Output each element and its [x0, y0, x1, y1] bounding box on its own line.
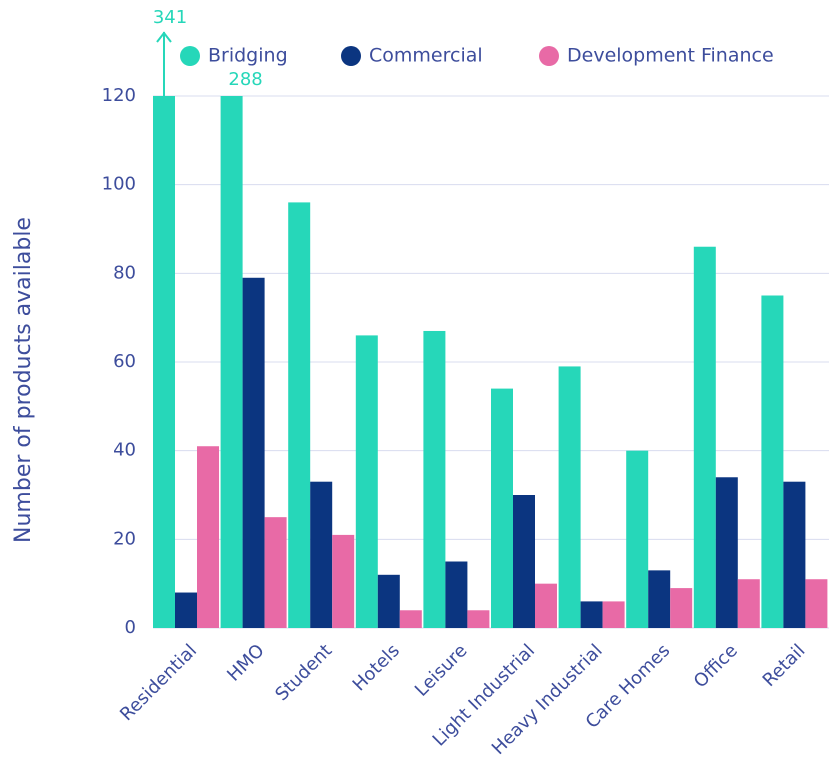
bar: [288, 202, 311, 628]
y-tick-label: 40: [113, 440, 136, 461]
bar: [197, 446, 219, 628]
bar: [715, 477, 738, 628]
bar: [535, 583, 557, 628]
bar: [761, 295, 784, 628]
legend-swatch: [341, 46, 361, 66]
overflow-label: 288: [228, 69, 262, 90]
overflow-arrowhead: [156, 31, 172, 43]
y-tick-label: 120: [102, 85, 136, 106]
x-tick-label: Hotels: [349, 640, 404, 695]
x-tick-label: Student: [271, 640, 336, 705]
x-tick-label: Office: [690, 640, 742, 692]
y-tick-label: 60: [113, 351, 136, 372]
overflow-label: 341: [153, 7, 187, 28]
y-tick-label: 80: [113, 262, 136, 283]
bar: [648, 570, 671, 628]
bar: [153, 96, 175, 628]
bar: [783, 481, 806, 628]
legend-label: Bridging: [208, 45, 288, 67]
legend-swatch: [539, 46, 559, 66]
bar: [399, 610, 422, 628]
x-tick-label: Residential: [116, 640, 201, 725]
bar: [558, 366, 581, 628]
legend-label: Development Finance: [567, 45, 774, 67]
x-tick-label: Retail: [759, 640, 810, 691]
bar: [264, 517, 287, 628]
bar: [467, 610, 490, 628]
y-axis-label: Number of products available: [11, 217, 36, 543]
bar: [310, 481, 333, 628]
y-tick-label: 0: [125, 617, 136, 638]
bar: [693, 246, 716, 628]
bar: [805, 579, 828, 628]
y-tick-label: 20: [113, 528, 136, 549]
y-tick-label: 100: [102, 174, 136, 195]
bar: [626, 450, 649, 628]
legend-swatch: [180, 46, 200, 66]
bar: [580, 601, 603, 628]
bar: [513, 495, 535, 628]
x-tick-label: HMO: [223, 640, 268, 685]
bar: [355, 335, 378, 628]
bar: [423, 330, 446, 628]
bar: [220, 96, 243, 628]
bar: [175, 592, 197, 628]
bar: [491, 388, 513, 628]
bar: [377, 574, 400, 628]
bar: [332, 534, 355, 628]
bar: [602, 601, 625, 628]
bar: [737, 579, 760, 628]
x-tick-label: Leisure: [411, 640, 472, 701]
bar: [242, 277, 265, 628]
bar: [445, 561, 468, 628]
legend-label: Commercial: [369, 45, 483, 67]
bar: [670, 588, 693, 628]
